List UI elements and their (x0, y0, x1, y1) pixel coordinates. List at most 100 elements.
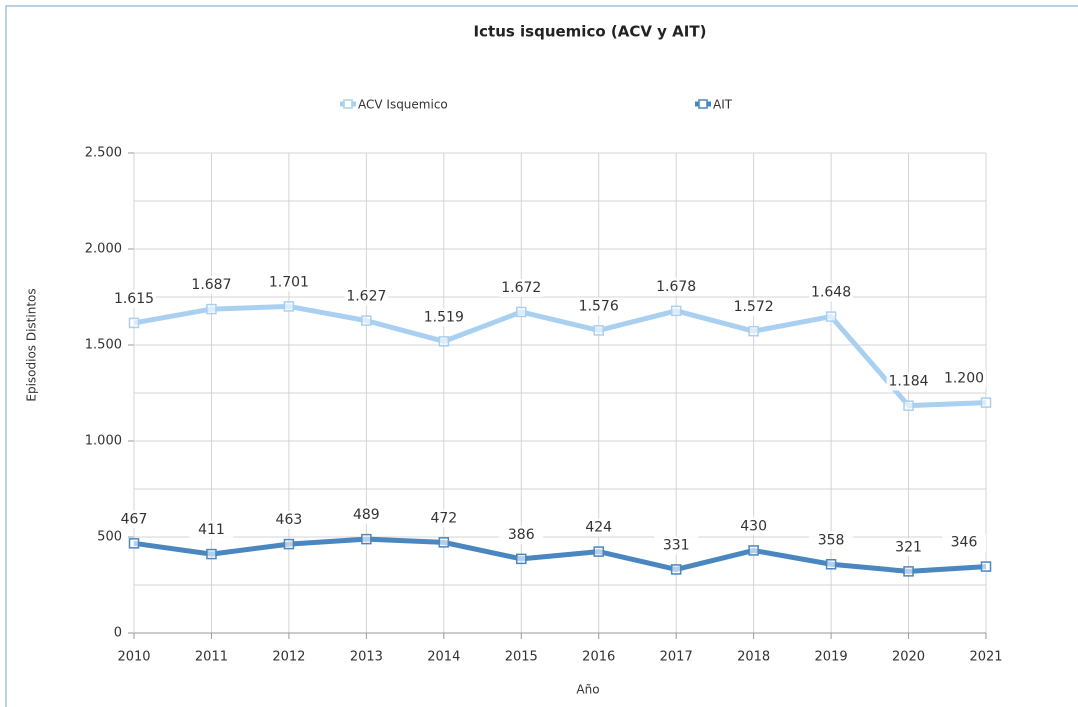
value-label-bg (344, 287, 389, 306)
value-label: 386 (508, 527, 535, 543)
series-line (133, 536, 987, 574)
value-label-bg (189, 521, 234, 540)
point (670, 305, 682, 317)
series-line (133, 303, 987, 409)
legend-label: AIT (713, 98, 733, 112)
x-tick-label: 2013 (350, 650, 383, 665)
value-label-bg (421, 509, 466, 528)
x-tick-label: 2020 (892, 650, 925, 665)
value-label-bg (344, 506, 389, 525)
value-label-bg (731, 517, 776, 536)
point (361, 315, 372, 326)
x-tick-label: 2010 (117, 650, 150, 665)
x-tick-label: 2019 (815, 650, 848, 665)
point (980, 561, 992, 572)
value-label: 358 (818, 532, 845, 548)
value-label-bg (576, 518, 621, 537)
y-tick-label: 0 (114, 626, 122, 641)
value-label: 1.572 (734, 299, 774, 315)
value-label-bg (731, 298, 776, 317)
y-tick-label: 1.000 (85, 434, 122, 449)
y-tick-label: 2.000 (85, 242, 122, 257)
value-label: 1.701 (269, 274, 309, 290)
legend-marker (343, 99, 353, 109)
y-tick-label: 500 (97, 530, 122, 545)
value-label-bg (499, 525, 544, 544)
point (670, 564, 682, 575)
x-tick-label: 2017 (660, 650, 693, 665)
value-label: 331 (663, 537, 690, 553)
value-label: 1.648 (811, 285, 851, 301)
value-label: 411 (198, 522, 225, 538)
value-label: 346 (951, 535, 978, 551)
value-label-bg (942, 369, 986, 388)
value-label-bg (886, 538, 931, 557)
value-label: 463 (276, 512, 303, 528)
y-axis-label: Episodios Distintos (25, 288, 39, 401)
value-label: 1.519 (424, 309, 464, 325)
value-label: 1.576 (579, 298, 619, 314)
point (516, 306, 527, 318)
point (748, 325, 759, 337)
value-label: 1.184 (888, 374, 928, 390)
y-tick-label: 2.500 (85, 146, 122, 161)
point (438, 537, 450, 548)
point (438, 336, 450, 347)
value-label-bg (654, 277, 699, 296)
chart-title: Ictus isquemico (ACV y AIT) (474, 23, 707, 41)
value-label-bg (576, 297, 621, 316)
point (516, 553, 527, 565)
x-tick-label: 2021 (969, 650, 1002, 665)
value-label: 467 (121, 511, 148, 527)
value-label-bg (942, 533, 986, 552)
value-label-bg (809, 531, 854, 550)
x-tick-label: 2014 (427, 650, 460, 665)
value-label: 321 (895, 539, 922, 555)
point (283, 538, 295, 550)
value-label-bg (421, 308, 466, 327)
point (593, 546, 604, 557)
point (593, 325, 604, 336)
point (128, 538, 140, 549)
value-label: 1.672 (501, 280, 541, 296)
point (825, 559, 837, 570)
value-label-bg (189, 276, 234, 295)
point (748, 545, 759, 556)
value-label-bg (654, 536, 699, 555)
point (283, 301, 295, 312)
value-label: 1.200 (944, 371, 984, 387)
value-label: 489 (353, 507, 380, 523)
point (903, 566, 914, 577)
point (206, 303, 217, 315)
value-label-bg (112, 510, 156, 529)
value-label-bg (266, 511, 311, 530)
point (980, 397, 992, 408)
value-label-bg (809, 283, 854, 302)
legend-label: ACV Isquemico (358, 98, 448, 112)
point (825, 311, 837, 322)
value-label: 1.678 (656, 279, 696, 295)
value-label-bg (266, 273, 311, 292)
point (903, 400, 914, 411)
point (206, 548, 217, 560)
value-label: 1.687 (191, 277, 231, 293)
frame (5, 5, 1078, 707)
value-label-bg (499, 278, 544, 297)
x-tick-label: 2016 (582, 650, 615, 665)
legend-marker (698, 99, 708, 109)
x-tick-label: 2018 (737, 650, 770, 665)
x-tick-label: 2011 (195, 650, 228, 665)
value-label: 424 (585, 520, 612, 536)
value-label: 472 (430, 510, 457, 526)
point (361, 533, 372, 545)
x-axis-label: Año (576, 683, 599, 697)
value-label: 430 (740, 518, 767, 534)
point (128, 317, 140, 329)
x-tick-label: 2012 (272, 650, 305, 665)
value-label-bg (112, 289, 156, 308)
value-label: 1.627 (346, 289, 386, 305)
value-label-bg (886, 372, 931, 391)
value-label: 1.615 (114, 291, 154, 307)
x-tick-label: 2015 (505, 650, 538, 665)
